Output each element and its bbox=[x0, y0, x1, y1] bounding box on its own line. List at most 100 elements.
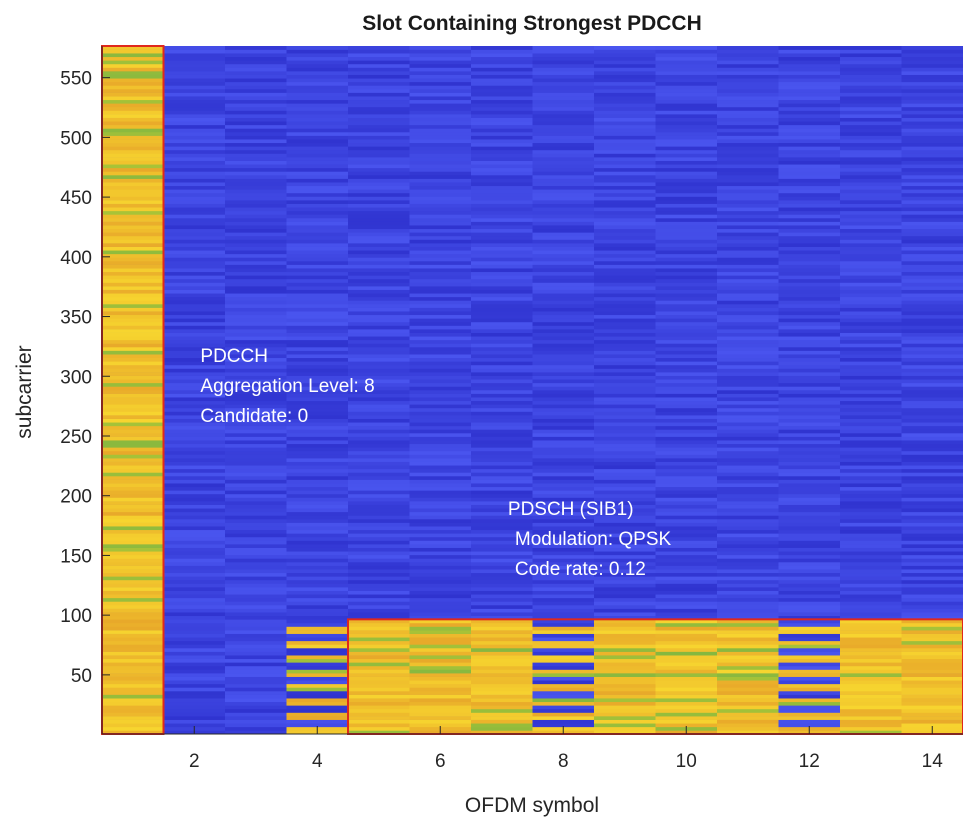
heatmap-cell bbox=[533, 243, 595, 247]
heatmap-cell bbox=[225, 333, 287, 337]
heatmap-cell bbox=[164, 204, 226, 208]
heatmap-cell bbox=[779, 111, 841, 115]
heatmap-cell bbox=[410, 609, 472, 613]
heatmap-cell bbox=[717, 232, 779, 236]
heatmap-cell bbox=[594, 412, 656, 416]
heatmap-cell bbox=[779, 637, 841, 641]
heatmap-cell bbox=[348, 705, 410, 709]
heatmap-cell bbox=[471, 698, 533, 702]
heatmap-cell bbox=[471, 397, 533, 401]
heatmap-cell bbox=[840, 394, 902, 398]
heatmap-cell bbox=[164, 648, 226, 652]
heatmap-cell bbox=[656, 128, 718, 132]
heatmap-cell bbox=[102, 551, 164, 555]
heatmap-cell bbox=[594, 641, 656, 645]
heatmap-cell bbox=[533, 304, 595, 308]
heatmap-cell bbox=[225, 702, 287, 706]
heatmap-cell bbox=[164, 397, 226, 401]
heatmap-cell bbox=[348, 265, 410, 269]
heatmap-cell bbox=[348, 197, 410, 201]
heatmap-cell bbox=[164, 591, 226, 595]
heatmap-cell bbox=[102, 333, 164, 337]
heatmap-cell bbox=[533, 580, 595, 584]
heatmap-cell bbox=[102, 150, 164, 154]
heatmap-cell bbox=[225, 498, 287, 502]
heatmap-cell bbox=[656, 695, 718, 699]
heatmap-cell bbox=[717, 469, 779, 473]
heatmap-cell bbox=[656, 580, 718, 584]
heatmap-cell bbox=[348, 465, 410, 469]
heatmap-cell bbox=[348, 501, 410, 505]
heatmap-cell bbox=[164, 566, 226, 570]
heatmap-cell bbox=[717, 383, 779, 387]
heatmap-cell bbox=[594, 157, 656, 161]
heatmap-cell bbox=[348, 498, 410, 502]
heatmap-cell bbox=[410, 207, 472, 211]
heatmap-cell bbox=[594, 268, 656, 272]
heatmap-cell bbox=[225, 197, 287, 201]
heatmap-cell bbox=[840, 523, 902, 527]
heatmap-cell bbox=[656, 501, 718, 505]
heatmap-cell bbox=[902, 257, 963, 261]
heatmap-cell bbox=[348, 462, 410, 466]
heatmap-cell bbox=[287, 598, 349, 602]
heatmap-cell bbox=[225, 705, 287, 709]
heatmap-cell bbox=[779, 587, 841, 591]
heatmap-cell bbox=[902, 648, 963, 652]
heatmap-cell bbox=[779, 46, 841, 50]
heatmap-cell bbox=[225, 168, 287, 172]
heatmap-cell bbox=[594, 605, 656, 609]
heatmap-cell bbox=[533, 179, 595, 183]
heatmap-cell bbox=[164, 659, 226, 663]
heatmap-cell bbox=[779, 508, 841, 512]
heatmap-cell bbox=[594, 601, 656, 605]
heatmap-cell bbox=[225, 465, 287, 469]
heatmap-cell bbox=[287, 716, 349, 720]
heatmap-cell bbox=[840, 46, 902, 50]
heatmap-cell bbox=[410, 46, 472, 50]
heatmap-cell bbox=[471, 451, 533, 455]
heatmap-cell bbox=[410, 412, 472, 416]
heatmap-cell bbox=[902, 322, 963, 326]
heatmap-cell bbox=[533, 297, 595, 301]
heatmap-cell bbox=[225, 189, 287, 193]
heatmap-cell bbox=[102, 139, 164, 143]
heatmap-cell bbox=[594, 279, 656, 283]
heatmap-cell bbox=[902, 265, 963, 269]
heatmap-cell bbox=[902, 286, 963, 290]
heatmap-cell bbox=[471, 240, 533, 244]
heatmap-cell bbox=[410, 433, 472, 437]
heatmap-cell bbox=[533, 154, 595, 158]
heatmap-cell bbox=[348, 182, 410, 186]
heatmap-cell bbox=[594, 315, 656, 319]
heatmap-cell bbox=[779, 537, 841, 541]
heatmap-cell bbox=[594, 386, 656, 390]
heatmap-cell bbox=[779, 347, 841, 351]
heatmap-cell bbox=[717, 211, 779, 215]
heatmap-cell bbox=[840, 505, 902, 509]
heatmap-cell bbox=[902, 343, 963, 347]
heatmap-cell bbox=[348, 508, 410, 512]
heatmap-cell bbox=[164, 429, 226, 433]
heatmap-cell bbox=[164, 222, 226, 226]
heatmap-cell bbox=[164, 687, 226, 691]
heatmap-cell bbox=[348, 490, 410, 494]
heatmap-cell bbox=[410, 261, 472, 265]
heatmap-cell bbox=[533, 612, 595, 616]
heatmap-cell bbox=[348, 300, 410, 304]
heatmap-cell bbox=[102, 103, 164, 107]
heatmap-cell bbox=[410, 494, 472, 498]
heatmap-cell bbox=[656, 412, 718, 416]
heatmap-cell bbox=[348, 670, 410, 674]
heatmap-cell bbox=[594, 723, 656, 727]
heatmap-cell bbox=[102, 71, 164, 75]
heatmap-cell bbox=[902, 623, 963, 627]
heatmap-cell bbox=[410, 157, 472, 161]
heatmap-cell bbox=[287, 619, 349, 623]
heatmap-cell bbox=[471, 429, 533, 433]
heatmap-cell bbox=[533, 419, 595, 423]
heatmap-cell bbox=[287, 709, 349, 713]
heatmap-cell bbox=[840, 605, 902, 609]
heatmap-cell bbox=[410, 189, 472, 193]
heatmap-cell bbox=[410, 247, 472, 251]
